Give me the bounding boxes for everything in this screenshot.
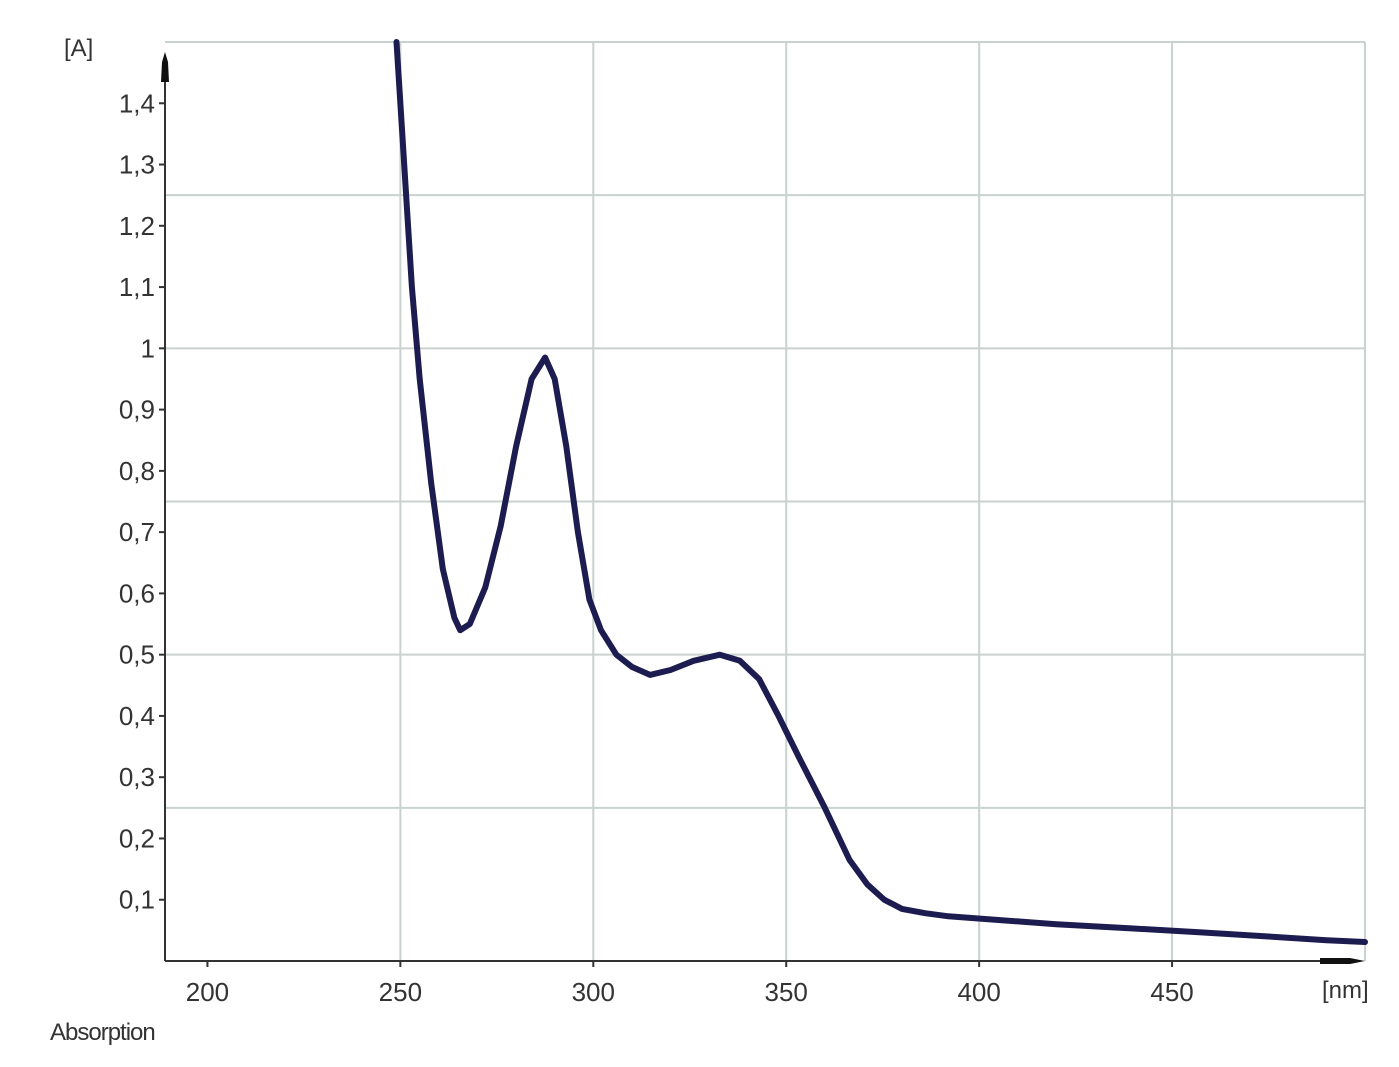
y-tick-label: 1,4: [119, 88, 155, 118]
x-axis-unit: [nm]: [1322, 977, 1369, 1004]
series: [393, 39, 1368, 945]
x-axis-arrow: [1320, 958, 1365, 964]
x-tick-label: 250: [379, 977, 422, 1007]
x-axis-label: Absorption: [50, 1019, 155, 1046]
y-tick-label: 1,2: [119, 211, 155, 241]
ticks: 200 250 300 350 400 450 0,1 0,2 0,3 0,4 0,5 0,6 0,7 0…: [119, 88, 1194, 1007]
y-tick-label: 1,3: [119, 150, 155, 180]
x-tick-label: 400: [957, 977, 1000, 1007]
y-tick-label: 0,1: [119, 885, 155, 915]
x-tick-label: 200: [186, 977, 229, 1007]
axes: [161, 52, 1365, 964]
y-axis-arrow: [161, 52, 169, 82]
spectrum-line: [393, 39, 1368, 945]
y-tick-label: 0,4: [119, 701, 155, 731]
x-tick-label: 300: [572, 977, 615, 1007]
y-tick-label: 1,1: [119, 272, 155, 302]
x-tick-label: 350: [765, 977, 808, 1007]
y-tick-label: 0,5: [119, 640, 155, 670]
y-tick-label: 0,7: [119, 517, 155, 547]
y-tick-label: 0,3: [119, 762, 155, 792]
y-tick-label: 0,6: [119, 578, 155, 608]
y-tick-label: 1: [141, 333, 155, 363]
y-tick-label: 0,2: [119, 823, 155, 853]
y-axis-unit: [A]: [64, 35, 93, 62]
grid: [165, 41, 1366, 961]
y-tick-label: 0,8: [119, 456, 155, 486]
y-tick-label: 0,9: [119, 395, 155, 425]
x-tick-label: 450: [1150, 977, 1193, 1007]
